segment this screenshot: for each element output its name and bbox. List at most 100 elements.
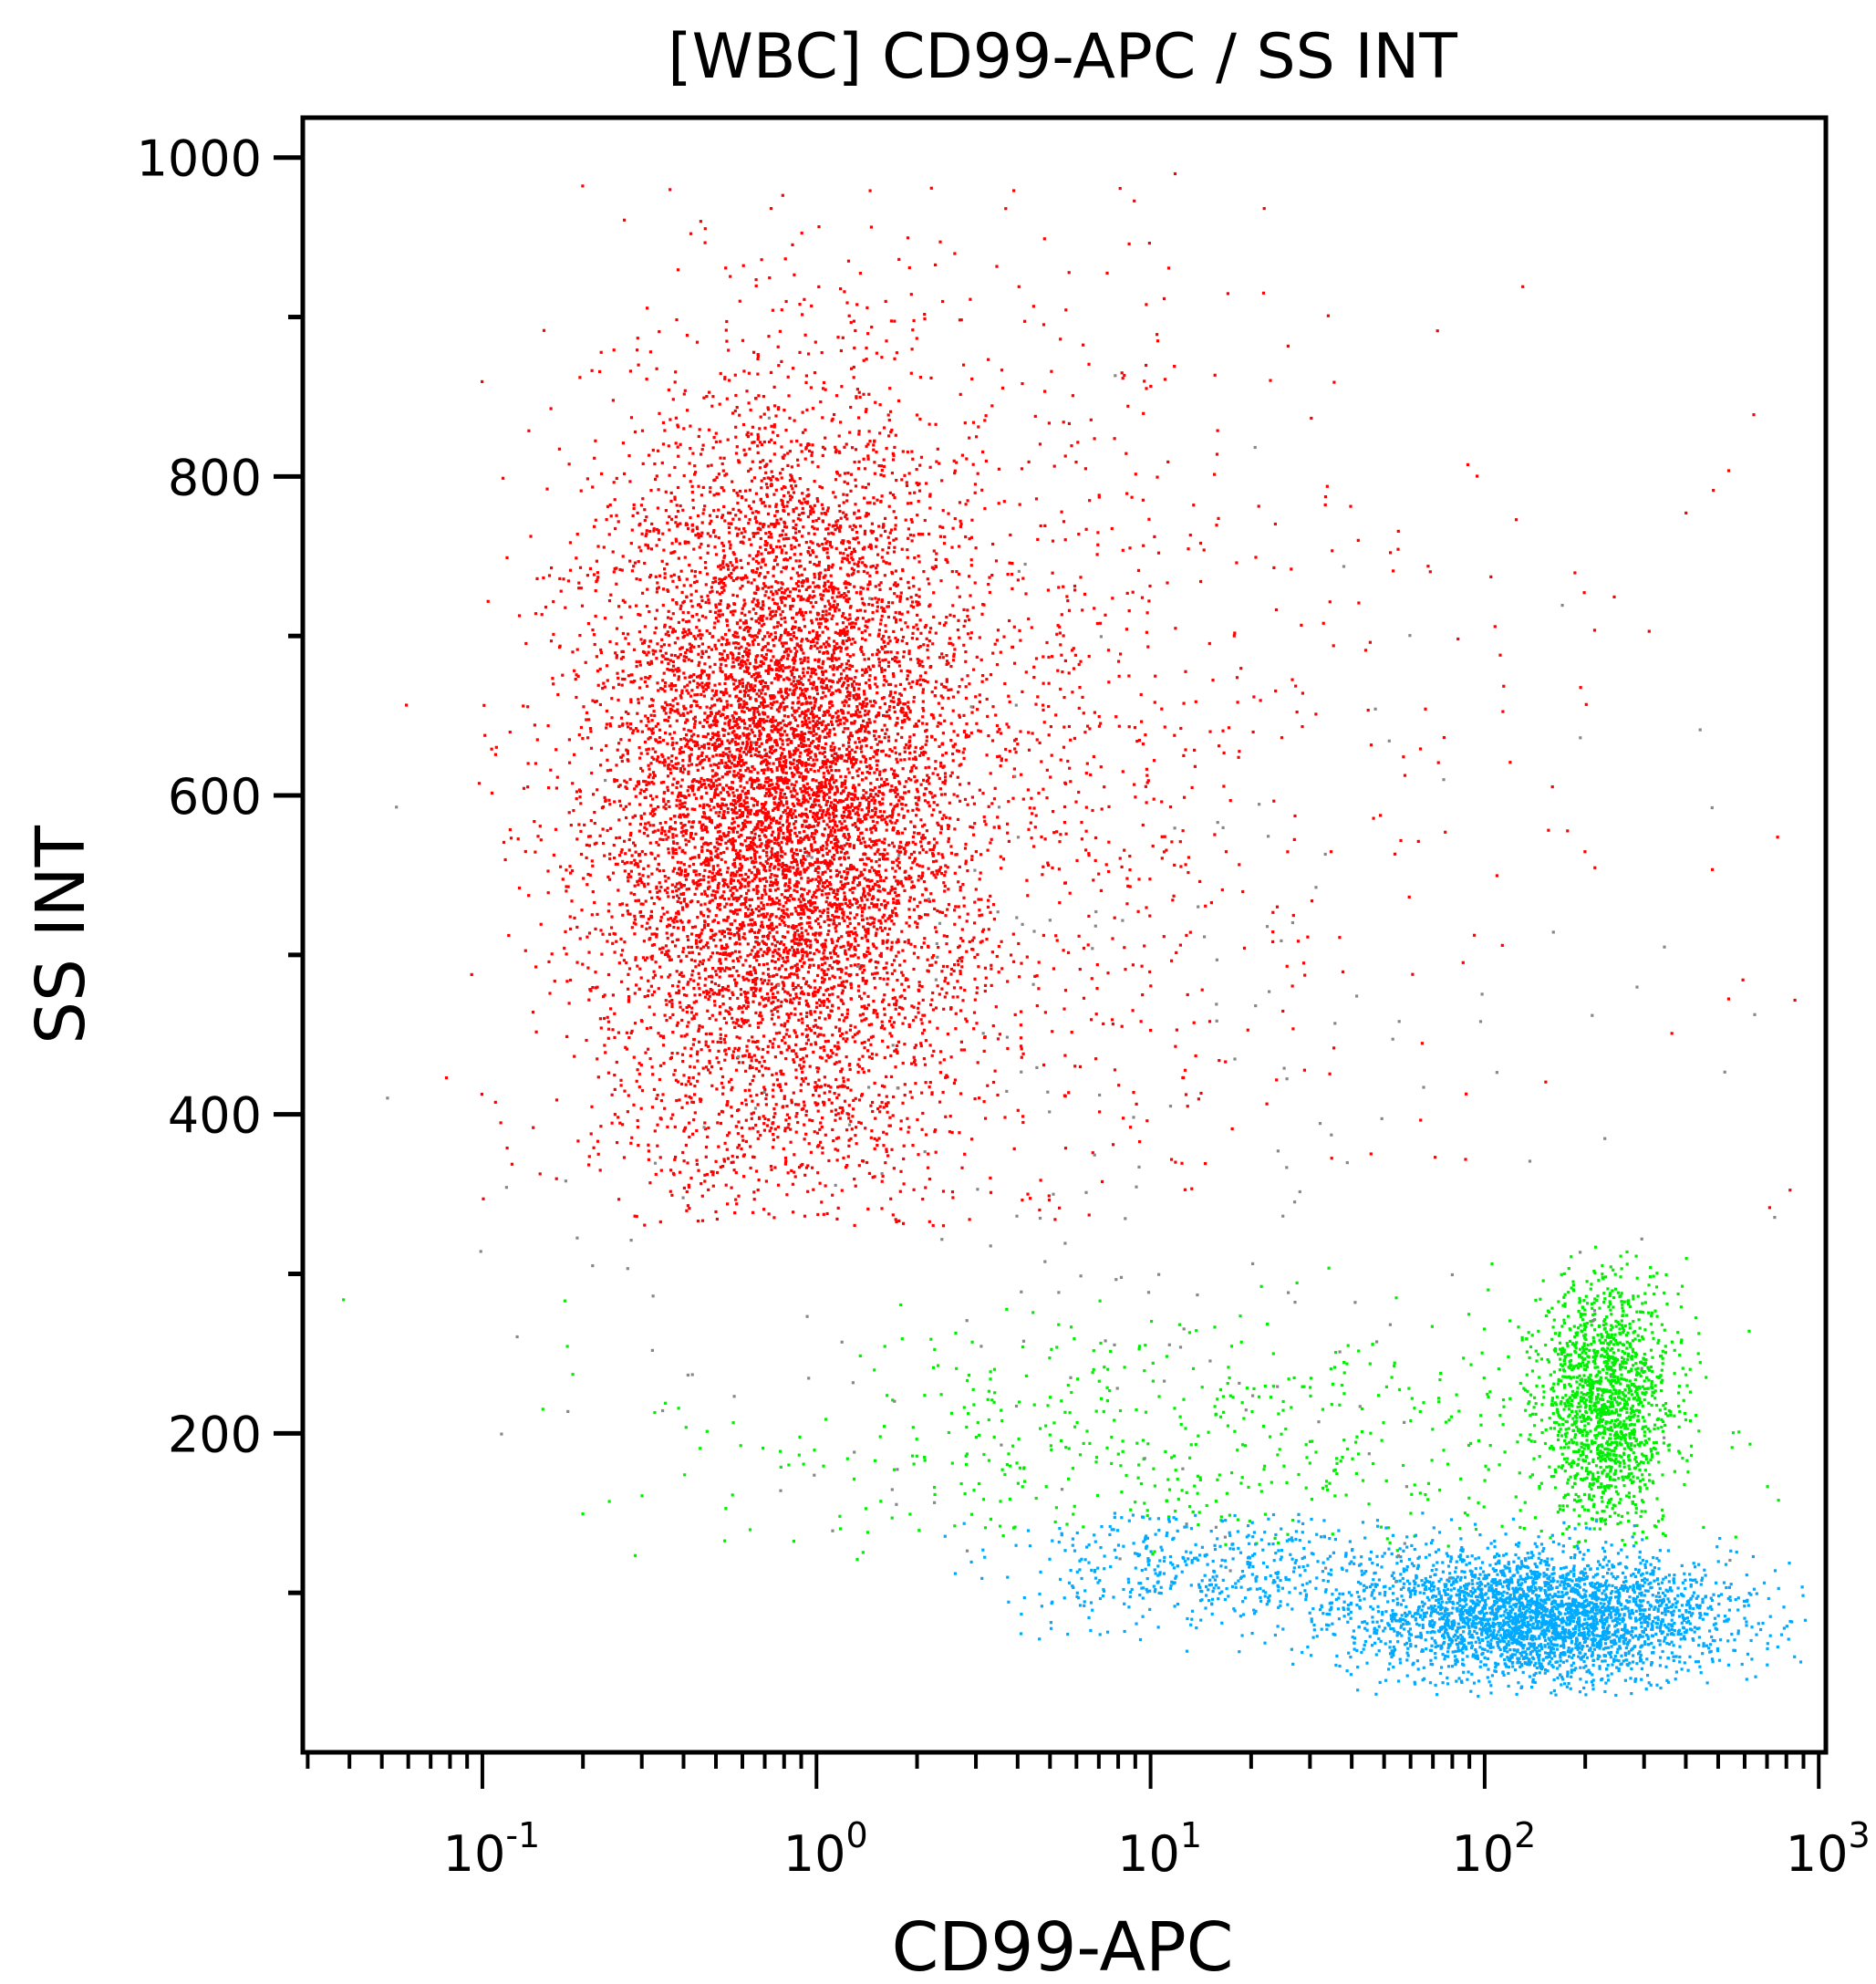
data-point xyxy=(595,841,598,845)
data-point xyxy=(824,625,827,629)
data-point xyxy=(956,775,959,779)
data-point xyxy=(873,868,876,872)
data-point xyxy=(565,1034,569,1038)
data-point xyxy=(845,747,849,752)
data-point xyxy=(877,919,881,922)
data-point xyxy=(902,1144,906,1148)
data-point xyxy=(834,779,838,783)
data-point xyxy=(806,1038,810,1042)
data-point xyxy=(569,824,573,827)
data-point xyxy=(690,491,694,494)
data-point xyxy=(730,1088,733,1092)
data-point xyxy=(835,939,839,943)
data-point xyxy=(796,748,800,752)
data-point xyxy=(873,799,876,803)
data-point xyxy=(922,793,926,796)
data-point xyxy=(862,690,866,693)
data-point xyxy=(642,882,646,886)
data-point xyxy=(824,388,827,391)
data-point xyxy=(829,605,833,608)
data-point xyxy=(783,730,787,733)
data-point xyxy=(787,394,791,398)
data-point xyxy=(838,473,842,477)
data-point xyxy=(897,950,900,954)
data-point xyxy=(675,991,679,995)
data-point xyxy=(816,465,820,469)
data-point xyxy=(752,877,756,881)
data-point xyxy=(960,678,964,681)
data-point xyxy=(845,1055,848,1059)
data-point xyxy=(735,694,739,698)
data-point xyxy=(816,743,821,748)
data-point xyxy=(766,476,770,480)
data-point xyxy=(817,1066,821,1070)
data-point xyxy=(809,878,813,882)
data-point xyxy=(909,867,913,870)
data-point xyxy=(721,562,725,566)
data-point xyxy=(862,794,865,797)
data-point xyxy=(704,1044,708,1047)
data-point xyxy=(886,650,889,654)
data-point xyxy=(865,501,869,504)
data-point xyxy=(845,1039,848,1044)
data-point xyxy=(751,1065,754,1069)
data-point xyxy=(803,697,808,701)
data-point xyxy=(687,920,690,924)
data-point xyxy=(826,932,830,937)
data-point xyxy=(910,520,914,524)
data-point xyxy=(877,660,881,664)
data-point xyxy=(855,698,858,701)
data-point xyxy=(693,575,697,578)
data-point xyxy=(845,980,849,983)
data-point xyxy=(723,681,727,685)
data-point xyxy=(975,1022,979,1025)
data-point xyxy=(736,996,740,1000)
data-point xyxy=(790,673,793,677)
data-point xyxy=(633,787,637,791)
data-point xyxy=(734,720,738,724)
data-point xyxy=(662,912,666,916)
data-point xyxy=(760,552,763,556)
data-point xyxy=(991,903,996,907)
data-point xyxy=(751,1040,755,1044)
data-point xyxy=(768,924,772,928)
data-point xyxy=(868,879,872,883)
data-point xyxy=(762,582,766,586)
data-point xyxy=(882,998,886,1002)
data-point xyxy=(748,488,751,492)
data-point xyxy=(610,716,614,720)
data-point xyxy=(834,720,838,723)
data-point xyxy=(797,700,801,704)
data-point xyxy=(724,1053,728,1056)
data-point xyxy=(815,1131,820,1135)
data-point xyxy=(845,666,848,670)
data-point xyxy=(724,1009,728,1013)
data-point xyxy=(686,1204,689,1208)
data-point xyxy=(839,792,843,795)
data-point xyxy=(783,915,786,919)
data-point xyxy=(750,871,753,875)
data-point xyxy=(733,566,737,570)
data-point xyxy=(700,1182,703,1186)
data-point xyxy=(731,816,735,821)
data-point xyxy=(868,721,872,724)
data-point xyxy=(657,862,660,866)
data-point xyxy=(825,957,829,961)
data-point xyxy=(776,730,780,734)
data-point xyxy=(883,1085,886,1088)
data-point xyxy=(733,740,737,744)
data-point xyxy=(857,1065,862,1068)
data-point xyxy=(744,1098,748,1102)
data-point xyxy=(941,781,945,784)
data-point xyxy=(654,626,658,629)
data-point xyxy=(742,991,746,994)
data-point xyxy=(741,710,744,713)
data-point xyxy=(847,622,852,626)
data-point xyxy=(903,996,907,1001)
data-point xyxy=(881,1023,885,1028)
data-point xyxy=(894,581,897,585)
data-point xyxy=(821,662,824,666)
data-point xyxy=(843,819,846,823)
data-point xyxy=(609,514,613,518)
data-point xyxy=(801,492,804,495)
